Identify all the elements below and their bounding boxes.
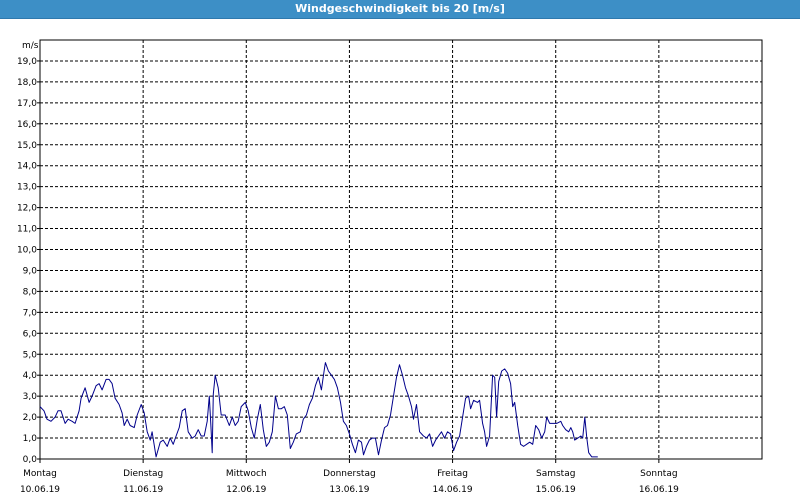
x-axis: Montag 10.06.19 Dienstag 11.06.19 Mittwoch 12… — [20, 459, 679, 495]
x-tick-label-date: 14.06.19 — [433, 485, 473, 495]
x-tick-label-date: 15.06.19 — [536, 485, 576, 495]
y-tick-label: 11,0 — [17, 225, 37, 235]
y-tick-label: 9,0 — [23, 266, 38, 276]
y-tick-label: 19,0 — [17, 57, 37, 67]
chart-title: Windgeschwindigkeit bis 20 [m/s] — [0, 0, 800, 19]
x-tick-label-date: 12.06.19 — [226, 485, 266, 495]
wind-speed-line — [39, 362, 598, 458]
x-tick-label-day: Samstag — [536, 469, 575, 479]
y-tick-label: 17,0 — [17, 99, 37, 109]
y-axis-label: m/s — [22, 41, 39, 51]
y-axis: 0,0 1,0 2,0 3,0 4,0 5,0 6,0 7,0 8,0 9,0 10,0 11,0 12… — [17, 57, 40, 465]
y-tick-label: 8,0 — [23, 287, 38, 297]
grid — [40, 40, 762, 459]
y-tick-label: 3,0 — [23, 392, 38, 402]
y-tick-label: 2,0 — [23, 413, 38, 423]
y-tick-label: 16,0 — [17, 120, 37, 130]
y-tick-label: 10,0 — [17, 246, 37, 256]
y-tick-label: 5,0 — [23, 350, 38, 360]
x-tick-label-date: 16.06.19 — [639, 485, 679, 495]
series-group — [39, 362, 598, 458]
y-tick-label: 13,0 — [17, 183, 37, 193]
y-tick-label: 18,0 — [17, 78, 37, 88]
y-tick-label: 4,0 — [23, 371, 38, 381]
x-tick-label-day: Freitag — [437, 469, 468, 479]
y-tick-label: 14,0 — [17, 162, 37, 172]
y-tick-label: 6,0 — [23, 329, 38, 339]
x-tick-label-day: Dienstag — [123, 469, 163, 479]
x-tick-label-day: Donnerstag — [323, 469, 376, 479]
y-tick-label: 1,0 — [23, 434, 38, 444]
x-tick-label-day: Montag — [23, 469, 57, 479]
x-tick-label-date: 11.06.19 — [123, 485, 163, 495]
y-tick-label: 7,0 — [23, 308, 38, 318]
y-tick-label: 0,0 — [23, 455, 38, 465]
x-tick-label-day: Mittwoch — [226, 469, 267, 479]
x-tick-label-date: 10.06.19 — [20, 485, 60, 495]
x-tick-label-date: 13.06.19 — [329, 485, 369, 495]
y-tick-label: 15,0 — [17, 141, 37, 151]
x-tick-label-day: Sonntag — [640, 469, 677, 479]
y-tick-label: 12,0 — [17, 204, 37, 214]
